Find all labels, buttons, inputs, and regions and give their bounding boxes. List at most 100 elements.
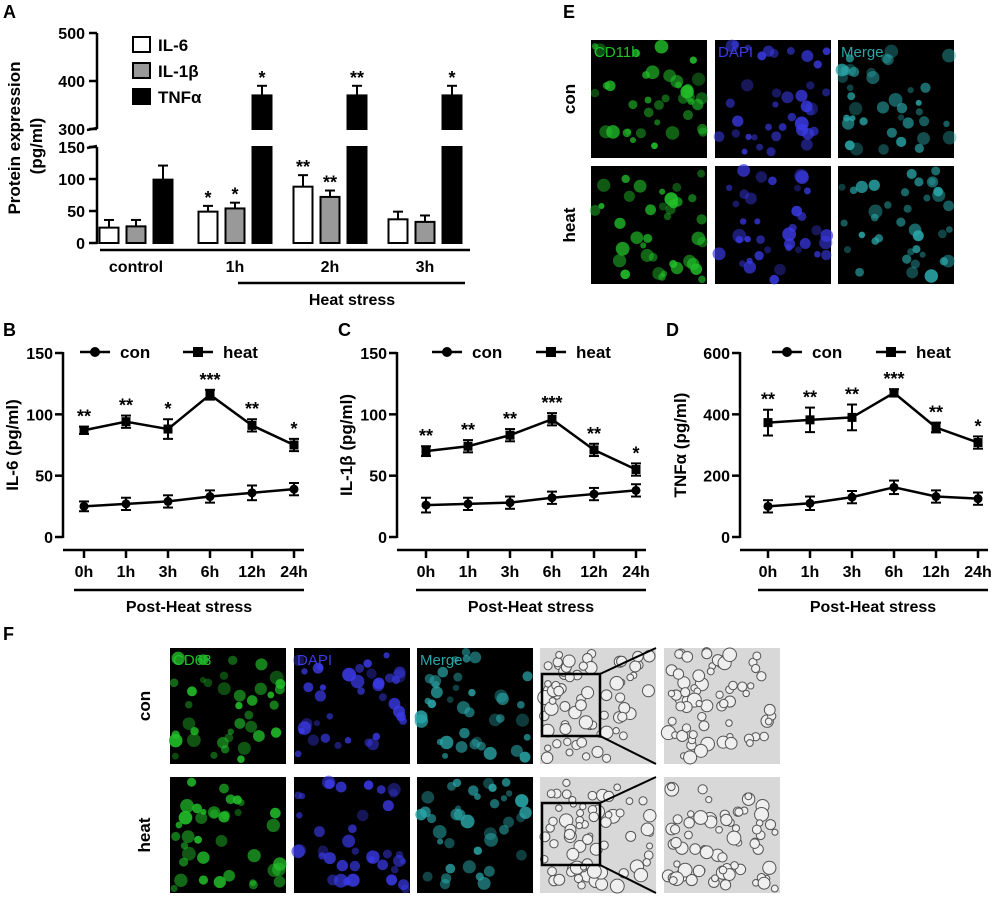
cell <box>519 751 531 763</box>
cell <box>803 187 811 195</box>
zoom-connector <box>599 735 657 765</box>
cell <box>870 213 879 222</box>
cell <box>847 92 856 101</box>
cell <box>696 214 707 225</box>
cell <box>822 47 831 56</box>
significance-mark: ** <box>803 388 817 408</box>
significance-mark: *** <box>541 393 562 413</box>
cell <box>917 132 930 145</box>
legend-marker <box>90 347 100 357</box>
cell <box>469 651 482 664</box>
cell <box>503 816 515 828</box>
cell <box>237 799 245 807</box>
cell <box>719 879 732 891</box>
cell <box>625 797 634 805</box>
cell <box>672 182 682 192</box>
cell <box>908 223 922 237</box>
cell <box>437 838 444 845</box>
x-tick-label: 24h <box>964 564 992 581</box>
cell <box>427 699 437 709</box>
legend-label: con <box>812 343 842 362</box>
cell <box>745 133 752 141</box>
cell <box>432 824 447 839</box>
cell <box>643 850 654 861</box>
channel-label: CD11b <box>594 44 640 61</box>
data-point <box>421 446 431 456</box>
panel-b-line-chart: 0 50 100 150 0h 1h 3h 6h 12h 24h Post-Heat stress I… <box>3 343 308 616</box>
data-point <box>163 496 173 506</box>
cell <box>357 687 365 695</box>
y-tick-label: 100 <box>360 407 387 424</box>
cell <box>751 134 758 141</box>
cell <box>194 835 202 844</box>
cell <box>517 700 525 709</box>
cell <box>197 851 210 864</box>
cell <box>732 115 744 127</box>
panel-letter-a: A <box>3 2 16 22</box>
cell <box>349 860 361 872</box>
cell <box>237 741 251 755</box>
cell <box>713 131 725 142</box>
cell <box>744 792 753 801</box>
bar <box>98 226 120 244</box>
cell <box>581 752 591 761</box>
cell <box>446 696 454 704</box>
cell <box>363 780 374 790</box>
cell <box>548 816 558 827</box>
cell <box>620 269 631 280</box>
cell <box>638 796 648 806</box>
y-tick-label: 150 <box>26 346 53 363</box>
cell <box>552 657 563 668</box>
cell <box>476 741 486 751</box>
cell <box>578 715 594 730</box>
series-line <box>83 393 295 447</box>
cell <box>821 249 832 261</box>
cell <box>484 833 498 847</box>
cell <box>576 809 585 818</box>
cell <box>800 100 813 113</box>
cell <box>932 188 946 202</box>
legend-label: heat <box>916 343 951 362</box>
cell <box>462 860 476 874</box>
cell <box>377 859 389 871</box>
cell <box>914 177 924 187</box>
cell <box>621 174 630 184</box>
cell <box>693 743 708 758</box>
cell <box>376 785 386 794</box>
data-point <box>631 485 641 495</box>
y-tick-label: 200 <box>703 469 730 486</box>
cell <box>501 778 511 787</box>
cell <box>179 857 189 867</box>
cell <box>181 846 196 861</box>
cell <box>473 846 482 855</box>
bar <box>346 146 368 244</box>
cell <box>926 176 939 188</box>
cell <box>629 660 642 673</box>
cell <box>903 204 912 213</box>
cell <box>171 651 185 665</box>
cell <box>645 65 660 80</box>
cell <box>664 192 679 206</box>
cell <box>640 242 647 249</box>
cell <box>617 711 628 722</box>
cell <box>731 40 740 49</box>
significance-mark: ** <box>845 385 859 405</box>
cell <box>884 44 899 59</box>
cell <box>600 689 613 702</box>
channel-label: Merge <box>841 44 884 61</box>
cell <box>787 112 797 122</box>
x-tick-label: 0h <box>417 564 436 581</box>
legend-label: IL-1β <box>158 62 199 81</box>
cell <box>488 713 502 727</box>
cell <box>483 746 497 760</box>
cell <box>737 164 751 177</box>
cell <box>801 50 814 62</box>
x-tick-label: 3h <box>159 564 178 581</box>
cell <box>227 728 234 735</box>
cell <box>941 254 955 268</box>
cell <box>382 800 394 812</box>
data-point <box>463 441 473 451</box>
cell <box>549 839 559 849</box>
cell <box>874 234 884 243</box>
